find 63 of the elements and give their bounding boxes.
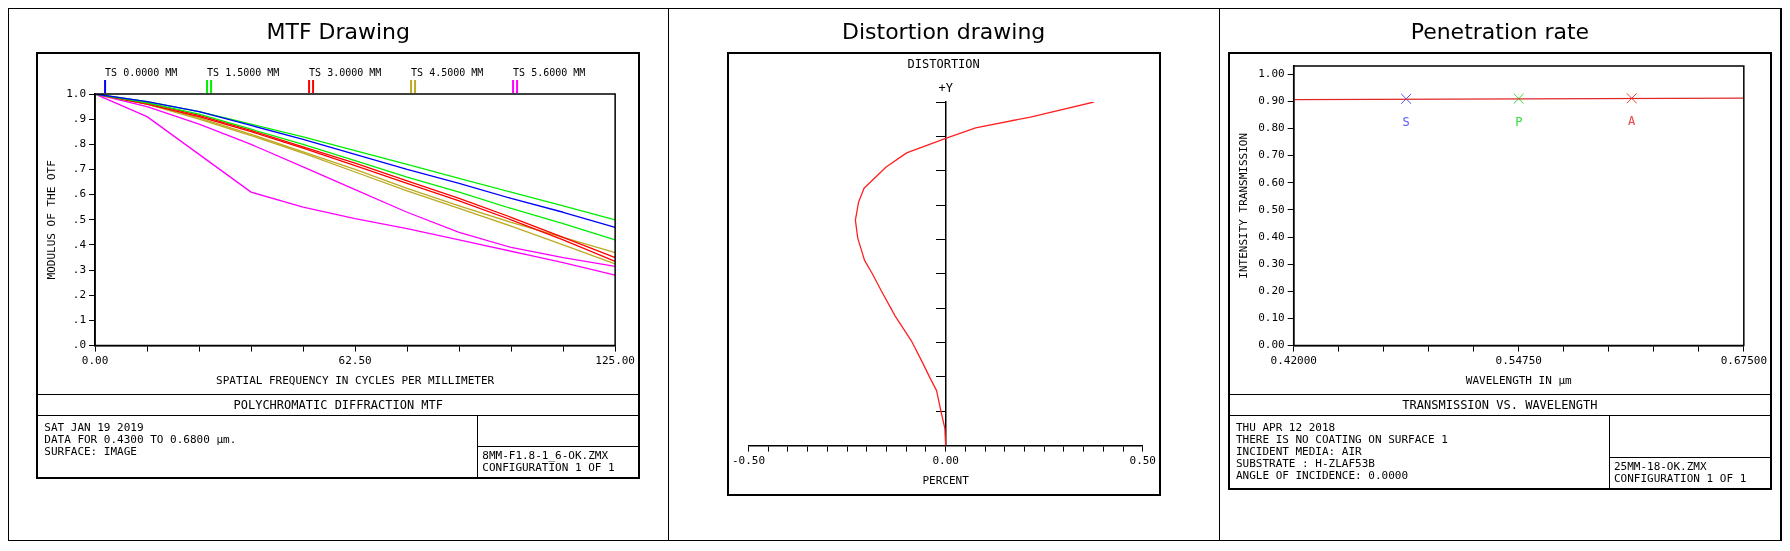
y-tick-label: .1	[73, 313, 87, 327]
text: TS 3.0000 MM	[309, 67, 382, 78]
y-tick-label: 0.90	[1258, 94, 1285, 108]
text: TRANSMISSION VS. WAVELENGTH	[1229, 394, 1770, 416]
y-tick-label: .9	[73, 112, 87, 126]
y-tick-label: .5	[73, 212, 87, 226]
text: TS 1.5000 MM	[207, 67, 280, 78]
chart-subtitle: DISTORTION	[906, 56, 981, 73]
x-axis-title: PERCENT	[922, 474, 969, 488]
y-tick-label: 1.0	[66, 86, 87, 100]
y-tick-label: .2	[73, 288, 87, 302]
chart-title: MTF Drawing	[266, 18, 411, 46]
text: 8MM-F1.8-1_6-OK.ZMX	[482, 449, 610, 462]
y-tick-label: .7	[73, 162, 87, 176]
x-tick-label: 0.50	[1129, 454, 1156, 468]
text: CONFIGURATION 1 OF 1	[482, 461, 616, 474]
text: THU APR 12 2018	[1235, 421, 1337, 434]
text: INCIDENT MEDIA: AIR	[1235, 445, 1363, 458]
text: CONFIGURATION 1 OF 1	[1613, 472, 1748, 485]
x-tick-label: 0.00	[82, 354, 109, 368]
x-tick-label: 125.00	[595, 354, 636, 368]
series-label: A	[1628, 114, 1636, 129]
y-tick-label: .8	[73, 137, 87, 151]
series-label: TS 0.0000 MM	[105, 67, 178, 78]
y-tick-label: 0.60	[1258, 175, 1285, 189]
x-tick-label: 0.54750	[1495, 354, 1542, 368]
text: POLYCHROMATIC DIFFRACTION MTF	[38, 394, 639, 416]
text: THERE IS NO COATING ON SURFACE 1	[1235, 433, 1449, 446]
text: SUBSTRATE : H-ZLAF53B	[1235, 457, 1376, 470]
y-tick-label: 1.00	[1258, 67, 1285, 80]
text: 25MM-18-OK.ZMX	[1613, 460, 1708, 473]
y-axis-title: +Y	[938, 81, 954, 95]
y-tick-label: .4	[73, 237, 87, 251]
y-tick-label: 0.40	[1258, 229, 1285, 243]
text: SAT JAN 19 2019	[44, 421, 145, 434]
text: ANGLE OF INCIDENCE: 0.0000	[1235, 469, 1410, 482]
text: TS 5.6000 MM	[513, 67, 586, 78]
x-tick-label: -0.50	[731, 454, 765, 468]
x-axis-title: SPATIAL FREQUENCY IN CYCLES PER MILLIMETER	[216, 374, 495, 388]
y-tick-label: .3	[73, 262, 87, 276]
y-tick-label: 0.30	[1258, 257, 1285, 271]
y-tick-label: 0.80	[1258, 121, 1285, 135]
y-tick-label: .6	[73, 187, 87, 201]
series-label: P	[1515, 114, 1523, 129]
y-tick-label: .0	[73, 338, 87, 352]
x-tick-label: 62.50	[338, 354, 372, 368]
text: SURFACE: IMAGE	[44, 445, 138, 458]
y-tick-label: 0.70	[1258, 148, 1285, 162]
y-axis-title: MODULUS OF THE OTF	[45, 160, 59, 280]
x-axis-title: WAVELENGTH IN µm	[1465, 374, 1572, 388]
y-tick-label: 0.00	[1258, 338, 1285, 352]
y-axis-title: INTENSITY TRANSMISSION	[1237, 132, 1251, 279]
y-tick-label: 0.50	[1258, 202, 1285, 216]
series-label: S	[1402, 114, 1410, 129]
y-tick-label: 0.10	[1258, 311, 1285, 325]
chart-title: Penetration rate	[1410, 18, 1590, 46]
text: TS 4.5000 MM	[411, 67, 484, 78]
chart-title: Distortion drawing	[842, 18, 1046, 46]
text: DATA FOR 0.4300 TO 0.6800 µm.	[44, 433, 238, 446]
x-tick-label: 0.42000	[1270, 354, 1317, 368]
x-tick-label: 0.67500	[1720, 354, 1767, 368]
x-tick-label: 0.00	[932, 454, 959, 468]
y-tick-label: 0.20	[1258, 284, 1285, 298]
